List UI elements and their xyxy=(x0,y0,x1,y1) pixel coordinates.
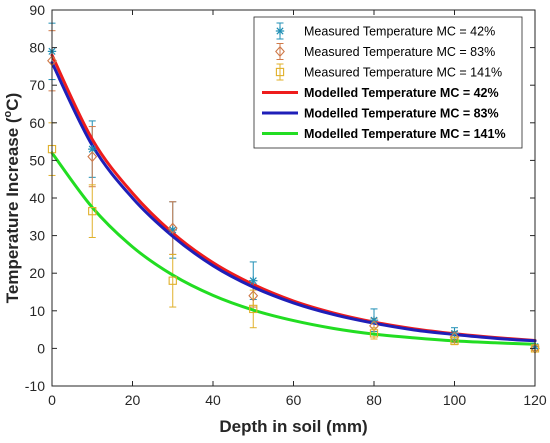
x-tick-label: 120 xyxy=(523,392,547,408)
y-tick-label: 80 xyxy=(29,40,45,56)
legend-entry: Modelled Temperature MC = 83% xyxy=(262,107,499,121)
y-tick-label: -10 xyxy=(25,378,45,394)
data-point xyxy=(249,304,258,314)
data-point xyxy=(450,336,459,346)
data-point xyxy=(248,290,259,302)
marker-shape xyxy=(248,290,259,302)
y-tick-label: 40 xyxy=(29,190,45,206)
y-axis-title-unit: C) xyxy=(3,93,22,111)
marker-stroke xyxy=(88,145,96,153)
marker-shape xyxy=(369,320,379,332)
data-point xyxy=(249,276,258,285)
x-axis-title: Depth in soil (mm) xyxy=(219,417,367,436)
x-tick-label: 40 xyxy=(205,392,221,408)
x-tick-label: 20 xyxy=(125,392,141,408)
legend: Measured Temperature MC = 42% Measured Te… xyxy=(253,16,523,149)
y-tick-label: 60 xyxy=(29,115,45,131)
legend-entry: Measured Temperature MC = 141% xyxy=(275,63,502,81)
data-point xyxy=(369,320,379,332)
y-tick-label: 0 xyxy=(37,340,45,356)
y-tick-label: 30 xyxy=(29,228,45,244)
legend-marker xyxy=(275,67,285,77)
marker-stroke xyxy=(169,226,177,234)
data-point xyxy=(167,222,178,234)
marker-stroke xyxy=(276,27,284,35)
legend-label: Measured Temperature MC = 42% xyxy=(304,25,495,39)
data-point xyxy=(87,151,98,163)
legend-entry: Measured Temperature MC = 83% xyxy=(275,43,495,60)
legend-marker xyxy=(275,45,285,58)
marker-shape xyxy=(275,67,285,77)
legend-entry: Modelled Temperature MC = 42% xyxy=(262,86,499,100)
legend-marker xyxy=(275,26,285,36)
legend-entry: Modelled Temperature MC = 141% xyxy=(262,127,506,141)
marker-stroke xyxy=(370,316,378,324)
data-point xyxy=(88,207,97,216)
marker-shape xyxy=(88,207,97,216)
marker-shape xyxy=(275,45,285,58)
data-point xyxy=(168,276,177,285)
data-point xyxy=(369,329,379,338)
y-axis-title: Temperature Increase (oC) xyxy=(2,93,22,304)
marker-shape xyxy=(167,222,178,234)
x-tick-label: 80 xyxy=(366,392,382,408)
x-axis: 0 20 40 60 80 100 120 xyxy=(48,10,547,408)
x-tick-label: 100 xyxy=(443,392,467,408)
marker-stroke xyxy=(249,277,257,285)
legend-label: Modelled Temperature MC = 83% xyxy=(304,107,499,121)
y-tick-label: 70 xyxy=(29,77,45,93)
x-tick-label: 0 xyxy=(48,392,56,408)
y-tick-label: 10 xyxy=(29,303,45,319)
legend-label: Modelled Temperature MC = 42% xyxy=(304,86,499,100)
x-tick-label: 60 xyxy=(286,392,302,408)
y-tick-label: 90 xyxy=(29,2,45,18)
y-axis: -10 0 10 20 30 40 50 60 70 80 90 xyxy=(25,2,535,394)
marker-shape xyxy=(369,329,379,338)
marker-shape xyxy=(449,331,460,343)
error-bar xyxy=(169,253,177,308)
data-point xyxy=(369,316,379,325)
y-tick-label: 20 xyxy=(29,265,45,281)
modelled-curve xyxy=(50,151,537,346)
y-tick-label: 50 xyxy=(29,152,45,168)
marker-shape xyxy=(249,304,258,314)
legend-box xyxy=(253,16,523,149)
legend-label: Measured Temperature MC = 141% xyxy=(304,66,502,80)
legend-label: Measured Temperature MC = 83% xyxy=(304,45,495,59)
marker-shape xyxy=(87,151,98,163)
y-axis-title-degree: o xyxy=(2,110,14,117)
error-bar xyxy=(88,184,96,238)
legend-label: Modelled Temperature MC = 141% xyxy=(304,127,506,141)
marker-shape xyxy=(450,336,459,346)
marker-shape xyxy=(168,276,177,285)
y-axis-title-main: Temperature Increase ( xyxy=(3,117,22,303)
legend-entry: Measured Temperature MC = 42% xyxy=(275,22,495,40)
data-point xyxy=(449,331,460,343)
